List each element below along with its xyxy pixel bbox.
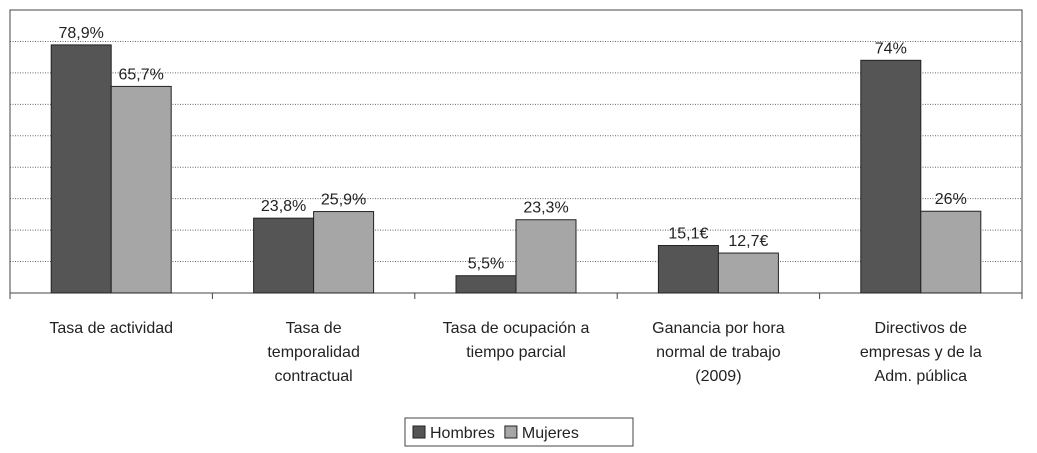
legend-box <box>404 417 634 447</box>
value-label: 12,7€ <box>728 233 768 250</box>
value-label: 26% <box>935 191 967 208</box>
bar <box>313 211 375 294</box>
x-tick-label: Ganancia por hora <box>652 320 785 337</box>
x-tick-label: normal de trabajo <box>656 344 781 361</box>
value-label: 74% <box>875 40 907 57</box>
value-label: 15,1€ <box>668 226 708 243</box>
x-tick-label: temporalidad <box>267 344 360 361</box>
x-tick-label: Adm. pública <box>875 368 968 385</box>
value-label: 25,9% <box>321 192 366 209</box>
x-tick-label: Tasa de ocupación a <box>443 320 590 337</box>
x-tick-label: tiempo parcial <box>466 344 566 361</box>
x-tick-label: Directivos de <box>875 320 968 337</box>
value-label: 23,8% <box>261 198 306 215</box>
bar <box>860 59 922 294</box>
bar <box>253 217 315 294</box>
bar <box>50 44 112 294</box>
legend-label: Mujeres <box>522 425 579 442</box>
x-tick-label: empresas y de la <box>860 344 982 361</box>
x-tick-label: Tasa de actividad <box>49 320 173 337</box>
x-tick-label: Tasa de <box>286 320 342 337</box>
value-label: 65,7% <box>119 66 164 83</box>
bar <box>515 219 577 294</box>
x-tick-label: contractual <box>274 368 352 385</box>
x-tick-label: (2009) <box>695 368 741 385</box>
legend-swatch <box>412 425 426 439</box>
value-label: 5,5% <box>468 256 504 273</box>
bar <box>657 245 719 294</box>
plot-frame <box>9 9 1023 293</box>
value-label: 78,9% <box>59 25 104 42</box>
bar <box>717 252 779 294</box>
legend-label: Hombres <box>430 425 495 442</box>
bar <box>920 210 982 294</box>
value-label: 23,3% <box>523 200 568 217</box>
legend-swatch <box>504 425 518 439</box>
bar <box>110 85 172 294</box>
bar <box>455 275 517 294</box>
